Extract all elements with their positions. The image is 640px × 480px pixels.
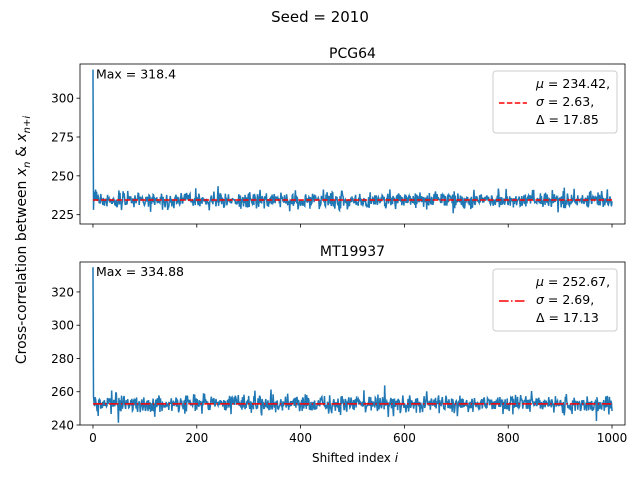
shared-ylabel: Cross-correlation between xn & xn+i: [14, 116, 33, 364]
series-line: [92, 69, 613, 214]
x-tick-label: 800: [497, 431, 520, 445]
legend-entry-sigma: σ = 2.63,: [536, 94, 594, 109]
y-tick-label: 260: [51, 385, 74, 399]
x-tick-label: 400: [289, 431, 312, 445]
y-tick-label: 300: [51, 319, 74, 333]
axes-frame: [79, 261, 626, 426]
legend-box: [492, 70, 618, 134]
shared-xlabel: Shifted index i: [312, 451, 399, 465]
x-tick-label: 200: [185, 431, 208, 445]
y-tick-label: 250: [51, 169, 74, 183]
y-tick-label: 280: [51, 352, 74, 366]
subplot-title: PCG64: [329, 46, 376, 62]
x-tick-label: 1000: [597, 431, 628, 445]
y-tick-label: 275: [51, 131, 74, 145]
subplot-title: MT19937: [320, 244, 385, 260]
legend-entry-delta: Δ = 17.85: [536, 112, 599, 127]
y-tick-label: 240: [51, 419, 74, 433]
max-annotation: Max = 318.4: [96, 67, 176, 82]
axes-mt19937: MT19937 0 200 400 600 800 1000 240 260 280 300 320 M…: [51, 244, 627, 445]
series-line: [92, 267, 613, 423]
axes-pcg64: PCG64 225 250 275 300 Max = 318.4 μ = 234.42, σ…: [51, 46, 626, 228]
x-tick-label: 0: [89, 431, 97, 445]
legend: μ = 252.67, σ = 2.69, Δ = 17.13: [492, 268, 618, 332]
axes-frame: [79, 63, 626, 225]
y-tick-label: 300: [51, 92, 74, 106]
legend-entry-sigma: σ = 2.69,: [536, 292, 594, 307]
legend-entry-mu: μ = 252.67,: [535, 274, 610, 289]
figure-suptitle: Seed = 2010: [271, 8, 369, 26]
y-tick-label: 320: [51, 285, 74, 299]
x-tick-label: 600: [393, 431, 416, 445]
legend-entry-delta: Δ = 17.13: [536, 310, 599, 325]
max-annotation: Max = 334.88: [96, 264, 184, 279]
legend: μ = 234.42, σ = 2.63, Δ = 17.85: [492, 70, 618, 134]
y-tick-label: 225: [51, 208, 74, 222]
legend-entry-mu: μ = 234.42,: [535, 76, 610, 91]
legend-box: [492, 268, 618, 332]
